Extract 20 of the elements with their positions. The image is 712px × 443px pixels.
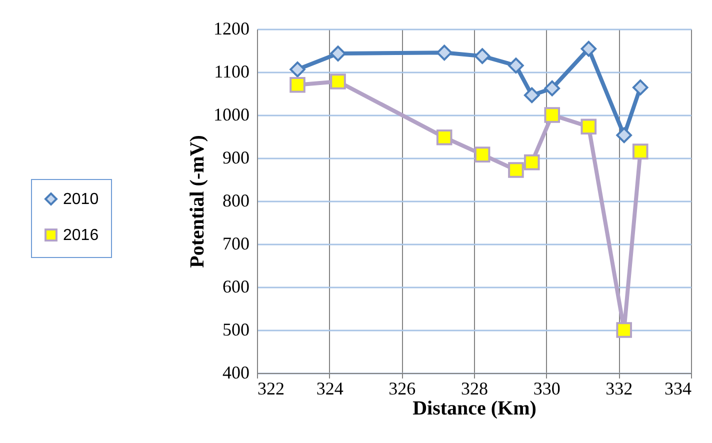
y-tick-label: 400 bbox=[222, 362, 250, 382]
y-tick-label: 700 bbox=[222, 234, 250, 254]
y-tick-label: 1100 bbox=[214, 62, 250, 82]
x-tick-label: 328 bbox=[461, 378, 488, 398]
y-tick-label: 600 bbox=[222, 276, 250, 296]
x-axis-title: Distance (Km) bbox=[412, 398, 536, 420]
legend-label: 2010 bbox=[63, 191, 99, 208]
y-axis-title: Potential (-mV) bbox=[186, 135, 208, 268]
x-tick-label: 324 bbox=[316, 378, 344, 398]
x-tick-label: 322 bbox=[258, 378, 284, 398]
legend-label: 2016 bbox=[63, 227, 99, 244]
y-tick-label: 900 bbox=[222, 148, 250, 168]
x-tick-label: 326 bbox=[388, 378, 416, 398]
y-tick-label: 500 bbox=[222, 320, 250, 340]
x-tick-label: 332 bbox=[606, 378, 633, 398]
x-tick-label: 330 bbox=[533, 378, 560, 398]
y-tick-label: 1200 bbox=[214, 18, 250, 38]
x-tick-label: 334 bbox=[664, 378, 692, 398]
y-tick-label: 1000 bbox=[214, 104, 250, 124]
y-tick-label: 800 bbox=[222, 190, 250, 210]
